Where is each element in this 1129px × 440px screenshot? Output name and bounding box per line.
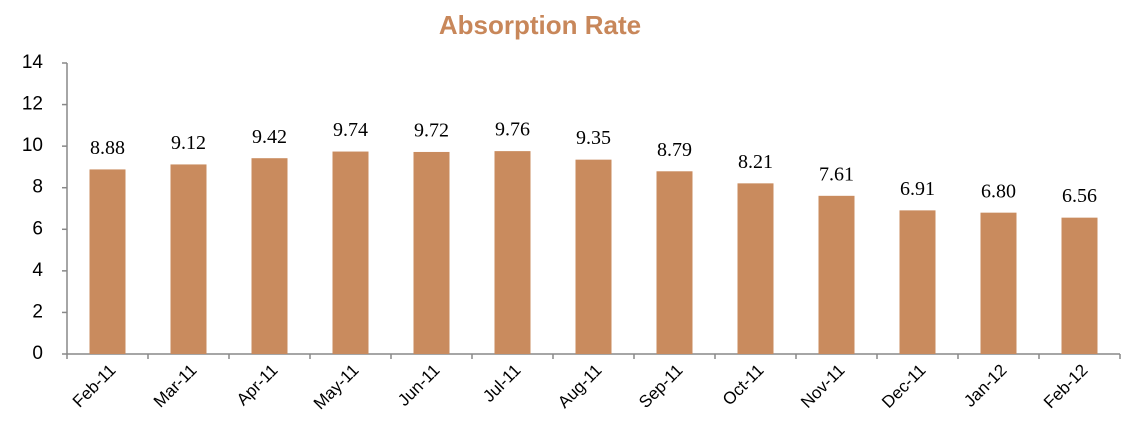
value-label: 8.88 <box>90 137 125 159</box>
bar <box>332 151 369 354</box>
x-tick-label: Feb-12 <box>1040 361 1092 413</box>
y-tick-label: 2 <box>32 301 43 322</box>
y-tick-label: 6 <box>32 218 43 239</box>
bar <box>89 169 126 354</box>
bar <box>899 210 936 354</box>
x-tick-label: Dec-11 <box>878 361 929 412</box>
y-tick-label: 8 <box>32 177 43 198</box>
value-label: 7.61 <box>819 163 854 185</box>
bar <box>413 151 450 354</box>
bar <box>1061 217 1098 354</box>
x-tick-label: Sep-11 <box>635 361 686 412</box>
y-tick-label: 4 <box>32 260 43 281</box>
value-label: 6.80 <box>981 180 1016 202</box>
bar <box>494 151 531 354</box>
value-label: 9.42 <box>252 126 287 148</box>
x-tick-label: Apr-11 <box>233 361 282 410</box>
bar <box>656 171 693 354</box>
value-label: 9.76 <box>495 119 530 141</box>
bar <box>251 158 288 354</box>
bar <box>980 212 1017 354</box>
x-tick-label: Oct-11 <box>719 361 768 410</box>
value-label: 9.35 <box>576 127 611 149</box>
x-tick-label: Jan-12 <box>960 361 1010 411</box>
value-label: 8.21 <box>738 151 773 173</box>
value-label: 6.91 <box>900 178 935 200</box>
value-label: 6.56 <box>1062 185 1097 207</box>
bar <box>170 164 207 354</box>
x-tick-label: Jul-11 <box>479 361 524 406</box>
x-tick-label: Nov-11 <box>797 361 848 412</box>
y-tick-label: 14 <box>22 52 44 73</box>
value-label: 8.79 <box>657 139 692 161</box>
x-tick-label: Mar-11 <box>150 361 201 412</box>
y-tick-label: 0 <box>32 343 43 364</box>
x-tick-label: Aug-11 <box>554 361 605 412</box>
x-tick-label: Jun-11 <box>394 361 443 410</box>
value-label: 9.12 <box>171 132 206 154</box>
y-tick-label: 10 <box>22 135 43 156</box>
x-tick-label: May-11 <box>310 361 363 414</box>
chart-title: Absorption Rate <box>439 10 641 40</box>
bar <box>818 195 855 354</box>
bar <box>737 183 774 354</box>
value-label: 9.72 <box>414 120 449 142</box>
bar <box>575 159 612 354</box>
y-tick-label: 12 <box>22 94 43 115</box>
value-label: 9.74 <box>333 119 368 141</box>
x-tick-label: Feb-11 <box>69 361 120 412</box>
